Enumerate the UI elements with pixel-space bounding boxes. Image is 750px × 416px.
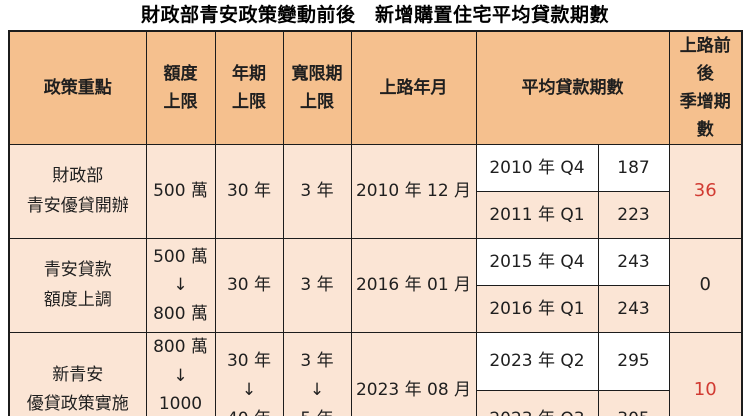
policy-name-cell: 青安貸款 額度上調 <box>8 238 147 334</box>
header-limit: 額度 上限 <box>145 30 216 146</box>
quarter-label-cell: 2016 年 Q1 <box>475 285 599 334</box>
quarter-label-cell: 2011 年 Q1 <box>475 191 599 240</box>
quarter-label-cell: 2023 年 Q3 <box>475 390 599 416</box>
header-row: 政策重點 額度 上限 年期 上限 寬限期 上限 上路年月 平均貸款期數 上路前後… <box>8 30 743 146</box>
grace-cell: 3 年 <box>282 144 352 240</box>
term-cell: 30 年 <box>214 238 284 334</box>
quarter-label-cell: 2010 年 Q4 <box>475 144 599 193</box>
term-cell: 30 年 ↓ 40 年 <box>214 332 284 416</box>
table-subrow: 2016 年 Q1 243 <box>9 285 742 334</box>
launch-cell: 2016 年 01 月 <box>350 238 477 334</box>
quarter-value-cell: 305 <box>597 390 670 416</box>
policy-name-cell: 財政部 青安優貸開辦 <box>8 144 147 240</box>
delta-cell: 36 <box>668 144 743 240</box>
quarter-value-cell: 295 <box>597 332 670 392</box>
table-row: 青安貸款 額度上調 500 萬 ↓ 800 萬 30 年 3 年 2016 年 … <box>8 238 743 334</box>
header-term: 年期 上限 <box>214 30 284 146</box>
quarter-value-cell: 243 <box>597 238 670 287</box>
quarter-value-cell: 223 <box>597 191 670 240</box>
launch-cell: 2010 年 12 月 <box>350 144 477 240</box>
quarter-value-cell: 243 <box>597 285 670 334</box>
grace-cell: 3 年 ↓ 5 年 <box>282 332 352 416</box>
term-cell: 30 年 <box>214 144 284 240</box>
delta-cell: 0 <box>668 238 743 334</box>
loan-policy-table: 政策重點 額度 上限 年期 上限 寬限期 上限 上路年月 平均貸款期數 上路前後… <box>8 30 743 416</box>
header-delta: 上路前後 季增期數 <box>668 30 743 146</box>
table-subrow: 2023 年 Q3 305 <box>9 390 742 416</box>
header-avg-periods: 平均貸款期數 <box>475 30 670 146</box>
quarter-label-cell: 2015 年 Q4 <box>475 238 599 287</box>
table-row: 財政部 青安優貸開辦 500 萬 30 年 3 年 2010 年 12 月 20… <box>8 144 743 240</box>
page-title: 財政部青安政策變動前後 新增購置住宅平均貸款期數 <box>140 4 609 26</box>
limit-cell: 500 萬 <box>145 144 216 240</box>
header-launch: 上路年月 <box>350 30 477 146</box>
launch-cell: 2023 年 08 月 <box>350 332 477 416</box>
quarter-value-cell: 187 <box>597 144 670 193</box>
limit-cell: 500 萬 ↓ 800 萬 <box>145 238 216 334</box>
quarter-label-cell: 2023 年 Q2 <box>475 332 599 392</box>
table-subrow: 2011 年 Q1 223 <box>9 191 742 240</box>
header-policy: 政策重點 <box>8 30 147 146</box>
header-grace: 寬限期 上限 <box>282 30 352 146</box>
grace-cell: 3 年 <box>282 238 352 334</box>
delta-cell: 10 <box>668 332 743 416</box>
policy-name-cell: 新青安 優貸政策實施 <box>8 332 147 416</box>
table-row: 新青安 優貸政策實施 800 萬 ↓ 1000 萬 30 年 ↓ 40 年 3 … <box>8 332 743 416</box>
limit-cell: 800 萬 ↓ 1000 萬 <box>145 332 216 416</box>
